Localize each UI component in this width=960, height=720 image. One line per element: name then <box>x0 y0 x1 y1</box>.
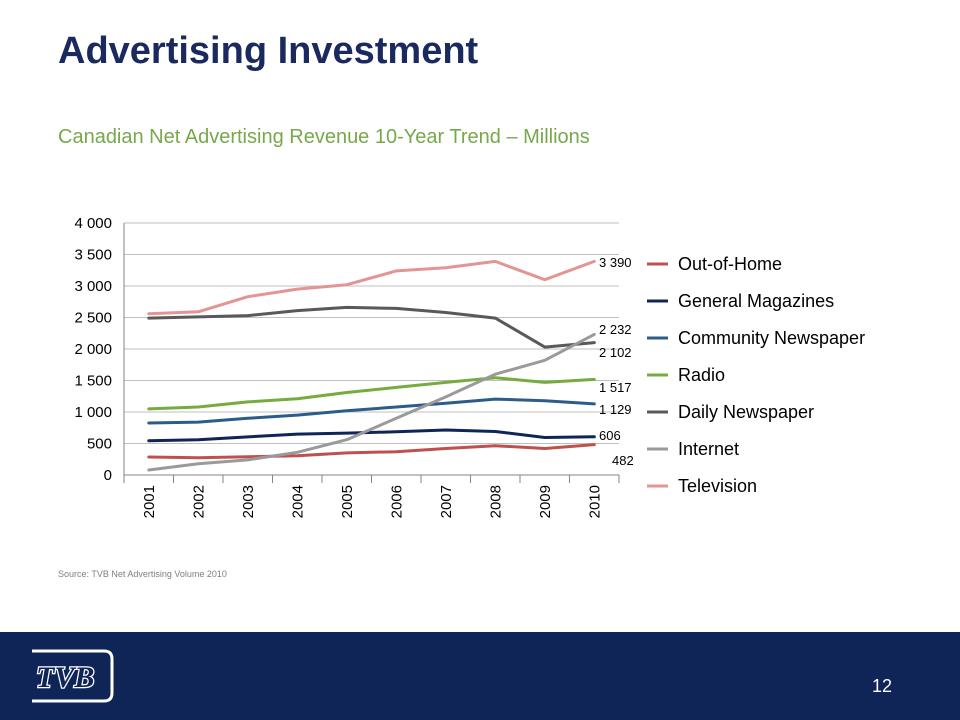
data-label: 2 232 <box>599 322 632 337</box>
data-label: 1 129 <box>599 402 632 417</box>
data-label: 606 <box>599 428 621 443</box>
data-label: 1 517 <box>599 380 632 395</box>
x-tick-label: 2010 <box>586 485 603 518</box>
legend-label: Community Newspaper <box>678 328 865 348</box>
legend-label: Daily Newspaper <box>678 402 814 422</box>
series-line-radio <box>147 376 596 411</box>
series-line-general-magazines <box>147 428 596 443</box>
slide-title: Advertising Investment <box>58 30 479 72</box>
x-tick-label: 2009 <box>537 485 554 518</box>
x-tick-label: 2001 <box>141 485 158 518</box>
y-tick-label: 0 <box>104 467 112 484</box>
axes: 0 500 1 000 1 500 2 000 2 500 3 000 3 500 4 000 2… <box>74 215 620 518</box>
y-tick-label: 4 000 <box>74 215 112 232</box>
end-labels: 482 606 1 129 1 517 2 102 2 232 3 390 <box>599 255 634 468</box>
y-tick-label: 3 500 <box>74 247 112 264</box>
data-label: 2 102 <box>599 345 632 360</box>
series-line-out-of-home <box>147 443 596 460</box>
y-tick-label: 3 000 <box>74 278 112 295</box>
y-tick-label: 1 500 <box>74 373 112 390</box>
x-tick-label: 2008 <box>487 485 504 518</box>
legend-label: Internet <box>678 439 739 459</box>
x-tick-label: 2002 <box>190 485 207 518</box>
x-tick-label: 2004 <box>289 485 306 518</box>
series-line-community-newspaper <box>147 397 596 425</box>
legend-label: Television <box>678 476 757 496</box>
y-tick-label: 2 500 <box>74 310 112 327</box>
legend-label: Out-of-Home <box>678 254 782 274</box>
tvb-logo: TVB <box>32 649 114 703</box>
x-tick-label: 2003 <box>240 485 257 518</box>
x-tick-label: 2007 <box>438 485 455 518</box>
y-tick-label: 500 <box>87 436 112 453</box>
series-line-daily-newspaper <box>147 305 596 349</box>
series-line-television <box>147 259 596 316</box>
y-tick-label: 1 000 <box>74 404 112 421</box>
source-note: Source: TVB Net Advertising Volume 2010 <box>58 569 227 579</box>
legend: Out-of-Home General Magazines Community Ne… <box>647 254 865 496</box>
series-lines <box>147 259 596 472</box>
x-tick-label: 2006 <box>388 485 405 518</box>
line-chart: 0 500 1 000 1 500 2 000 2 500 3 000 3 500 4 000 2… <box>74 215 865 518</box>
x-tick-label: 2005 <box>339 485 356 518</box>
series-line-internet <box>147 332 596 472</box>
legend-label: General Magazines <box>678 291 834 311</box>
data-label: 482 <box>612 453 634 468</box>
chart-subtitle: Canadian Net Advertising Revenue 10-Year… <box>58 126 590 148</box>
page-number: 12 <box>871 676 893 696</box>
logo-text: TVB <box>36 661 94 694</box>
data-label: 3 390 <box>599 255 632 270</box>
grid-lines <box>124 222 619 444</box>
footer-bar <box>0 632 960 720</box>
legend-label: Radio <box>678 365 725 385</box>
y-tick-label: 2 000 <box>74 341 112 358</box>
